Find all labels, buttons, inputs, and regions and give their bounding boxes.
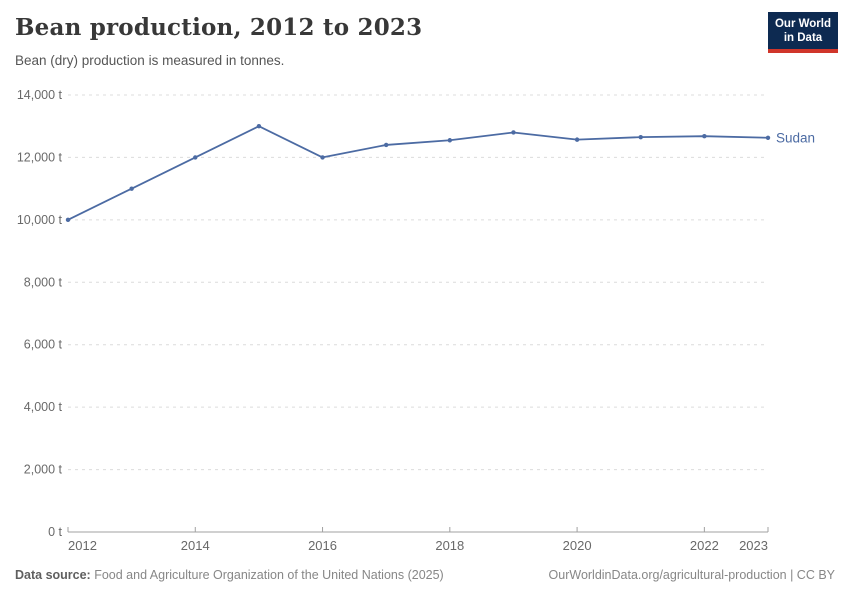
x-axis-tick-label: 2012 [68,538,97,553]
data-source-text: Data source: Food and Agriculture Organi… [15,568,444,582]
x-axis-tick-label: 2016 [308,538,337,553]
data-source-label: Data source: [15,568,91,582]
data-point[interactable] [702,134,707,139]
y-axis-tick-label: 6,000 t [24,338,63,352]
owid-logo-line1: Our World [774,18,831,30]
data-point[interactable] [638,134,643,140]
data-point[interactable] [574,137,580,142]
data-point[interactable] [447,138,453,143]
data-source-value: Food and Agriculture Organization of the… [90,568,444,582]
data-point[interactable] [65,217,71,223]
chart-svg[interactable]: 0 t 2,000 t 4,000 t 6,000 t 8,000 t 10,000 t 1… [0,85,850,565]
x-axis-tick-label: 2023 [739,538,768,553]
y-axis-tick-label: 8,000 t [24,275,63,289]
data-point[interactable] [765,135,771,140]
data-point[interactable] [256,124,262,129]
series-label[interactable]: Sudan [776,130,815,145]
chart-line[interactable] [67,125,769,221]
chart-footer: Data source: Food and Agriculture Organi… [15,568,835,582]
data-point[interactable] [129,186,134,191]
data-point[interactable] [511,130,516,135]
x-axis-tick-label: 2020 [563,538,592,553]
data-point[interactable] [383,142,389,148]
chart-subtitle: Bean (dry) production is measured in ton… [15,53,285,68]
chart-title: Bean production, 2012 to 2023 [15,14,423,41]
data-point[interactable] [193,155,198,160]
y-axis-tick-label: 14,000 t [17,88,63,102]
y-axis-tick-label: 10,000 t [17,213,63,227]
credit-link[interactable]: OurWorldinData.org/agricultural-producti… [548,568,835,582]
owid-logo[interactable]: Our World in Data [768,12,838,53]
x-axis-tick-label: 2014 [181,538,210,553]
y-axis-tick-label: 12,000 t [17,150,63,164]
y-axis-tick-label: 2,000 t [24,463,63,477]
x-axis-tick-label: 2018 [435,538,464,553]
y-axis-tick-label: 0 t [48,525,62,539]
owid-logo-box: Our World in Data [768,12,838,53]
x-axis-tick-label: 2022 [690,538,719,553]
owid-logo-line2: in Data [783,32,823,44]
data-point[interactable] [320,155,325,160]
y-axis-tick-label: 4,000 t [24,400,63,414]
